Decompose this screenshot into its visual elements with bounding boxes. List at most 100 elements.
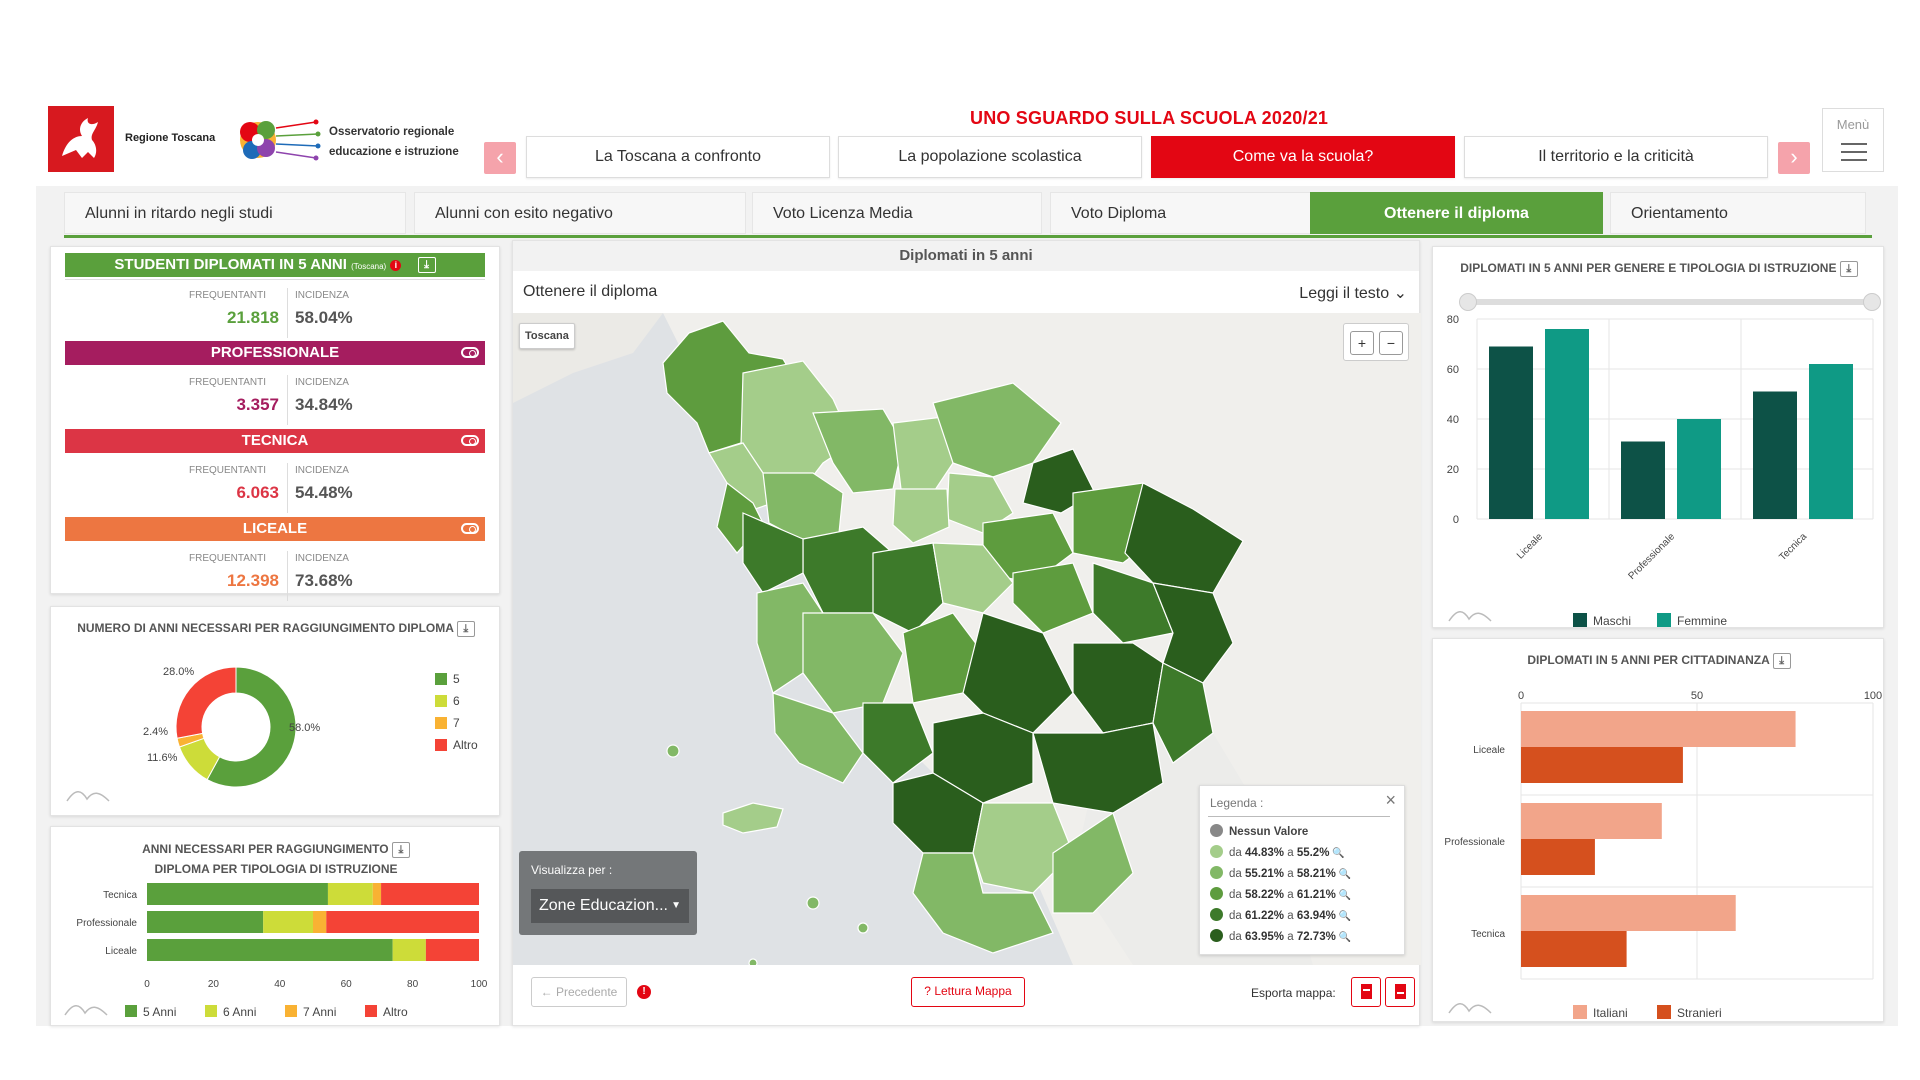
x-tick-label: 0 bbox=[1518, 690, 1524, 702]
download-icon[interactable]: ⤓ bbox=[1772, 653, 1791, 669]
category-name: LICEALE bbox=[242, 520, 308, 537]
bar-maschi bbox=[1753, 391, 1797, 519]
menu-button[interactable]: Menù bbox=[1822, 108, 1884, 172]
subtab-voto-licenza-media[interactable]: Voto Licenza Media bbox=[752, 192, 1042, 234]
hamburger-icon-line bbox=[1841, 151, 1867, 153]
legend-label: 63.95% bbox=[1245, 931, 1285, 943]
range-slider-handle-left[interactable] bbox=[1459, 293, 1477, 311]
magnifier-icon[interactable]: 🔍 bbox=[1335, 869, 1352, 880]
legend-label[interactable]: 7 bbox=[453, 716, 460, 730]
magnifier-icon[interactable]: 🔍 bbox=[1335, 911, 1352, 922]
legend-swatch[interactable] bbox=[435, 739, 447, 751]
y-tick-label: 40 bbox=[1447, 414, 1459, 426]
map-legend: Legenda : × Nessun Valore da 44.83% a 55.… bbox=[1199, 785, 1405, 955]
legend-row[interactable]: da 58.22% a 61.21% 🔍 bbox=[1210, 887, 1351, 901]
subtab-esito-negativo[interactable]: Alunni con esito negativo bbox=[414, 192, 746, 234]
read-text-toggle[interactable]: Leggi il testo ⌄ bbox=[1299, 283, 1407, 303]
map-subtitle: Ottenere il diploma bbox=[523, 283, 658, 300]
export-svg-button[interactable] bbox=[1385, 977, 1415, 1007]
hamburger-icon bbox=[1841, 143, 1867, 145]
export-pdf-button[interactable] bbox=[1351, 977, 1381, 1007]
x-tick-label: Tecnica bbox=[1777, 531, 1809, 563]
legend-swatch[interactable] bbox=[435, 673, 447, 685]
stacked-bar-segment bbox=[147, 883, 328, 905]
zoom-out-button[interactable]: − bbox=[1379, 331, 1403, 355]
subtab-underline bbox=[64, 235, 1872, 238]
freq-label: FREQUENTANTI bbox=[189, 553, 267, 564]
subtab-voto-diploma[interactable]: Voto Diploma bbox=[1050, 192, 1340, 234]
legend-row[interactable]: Nessun Valore bbox=[1210, 824, 1308, 838]
professionale-freq: 3.357 bbox=[236, 395, 279, 414]
magnifier-icon[interactable]: 🔍 bbox=[1329, 848, 1345, 859]
download-icon[interactable]: ⤓ bbox=[1839, 261, 1858, 277]
prev-section-button[interactable]: ‹ bbox=[484, 142, 516, 174]
donut-slice-Altro bbox=[175, 666, 237, 739]
legend-swatch[interactable] bbox=[435, 717, 447, 729]
legend-row[interactable]: da 44.83% a 55.2% 🔍 bbox=[1210, 845, 1345, 859]
legend-row[interactable]: da 63.95% a 72.73% 🔍 bbox=[1210, 929, 1351, 943]
total-stats: FREQUENTANTI INCIDENZA 21.818 58.04% bbox=[65, 279, 485, 349]
legend-divider bbox=[1208, 816, 1390, 817]
subtab-ritardo-studi[interactable]: Alunni in ritardo negli studi bbox=[64, 192, 406, 234]
zone-elba bbox=[722, 802, 784, 834]
close-icon[interactable]: × bbox=[1385, 790, 1396, 810]
toggle-icon[interactable] bbox=[461, 347, 479, 358]
range-slider-track[interactable] bbox=[1469, 299, 1875, 305]
download-icon[interactable]: ⤓ bbox=[417, 257, 436, 274]
zoom-in-button[interactable]: + bbox=[1350, 331, 1374, 355]
read-text-label: Leggi il testo bbox=[1299, 285, 1390, 302]
tab-come-va-la-scuola[interactable]: Come va la scuola? bbox=[1151, 136, 1455, 178]
map-panel: Diplomati in 5 anni Ottenere il diploma … bbox=[512, 240, 1421, 1026]
magnifier-icon[interactable]: 🔍 bbox=[1335, 890, 1352, 901]
prev-button[interactable]: ← Precedente bbox=[531, 977, 627, 1007]
zone-pistoiese bbox=[892, 416, 954, 494]
toggle-icon[interactable] bbox=[461, 435, 479, 446]
tab-toscana-a-confronto[interactable]: La Toscana a confronto bbox=[526, 136, 830, 178]
zone-valdera bbox=[872, 542, 944, 634]
next-section-button[interactable]: › bbox=[1778, 142, 1810, 174]
category-label: Tecnica bbox=[103, 890, 137, 901]
legend-label: 7 Anni bbox=[303, 1005, 336, 1019]
legend-label[interactable]: Altro bbox=[453, 738, 478, 752]
citizenship-title-text: DIPLOMATI IN 5 ANNI PER CITTADINANZA bbox=[1527, 653, 1770, 668]
stacked-bar-segment bbox=[392, 939, 426, 961]
range-slider-handle-right[interactable] bbox=[1863, 293, 1881, 311]
tab-popolazione-scolastica[interactable]: La popolazione scolastica bbox=[838, 136, 1142, 178]
legend-dot bbox=[1210, 929, 1223, 942]
magnifier-icon[interactable]: 🔍 bbox=[1335, 932, 1352, 943]
visualize-select[interactable]: Zone Educazion... ▼ bbox=[531, 889, 689, 923]
x-tick-label: 60 bbox=[341, 979, 353, 990]
stacked-bar-segment bbox=[425, 939, 479, 961]
tecnica-inc: 54.48% bbox=[295, 483, 353, 502]
toggle-icon[interactable] bbox=[461, 523, 479, 534]
info-icon[interactable]: i bbox=[390, 260, 402, 271]
legend-label[interactable]: 5 bbox=[453, 672, 460, 686]
zone-val-nievole bbox=[812, 408, 904, 494]
menu-label: Menù bbox=[1836, 117, 1870, 132]
freq-label: FREQUENTANTI bbox=[189, 465, 267, 476]
legend-label: a bbox=[1284, 889, 1297, 901]
map-canvas[interactable]: Toscana + − Legenda : × Nessun Valore da … bbox=[513, 313, 1421, 965]
donut-chart: 58.0% 11.6% 2.4% 28.0% bbox=[143, 666, 320, 788]
subtab-orientamento[interactable]: Orientamento bbox=[1610, 192, 1866, 234]
tab-territorio-criticita[interactable]: Il territorio e la criticità bbox=[1464, 136, 1768, 178]
category-label: Liceale bbox=[105, 946, 137, 957]
legend-label: a bbox=[1284, 868, 1297, 880]
stacked-bar-segment bbox=[372, 883, 382, 905]
read-map-button[interactable]: ? Lettura Mappa bbox=[911, 977, 1025, 1007]
info-icon[interactable]: ! bbox=[637, 985, 651, 999]
legend-row[interactable]: da 61.22% a 63.94% 🔍 bbox=[1210, 908, 1351, 922]
legend-label: 6 Anni bbox=[223, 1005, 256, 1019]
stacked-title-line1: ANNI NECESSARI PER RAGGIUNGIMENTO bbox=[142, 842, 389, 856]
stacked-bar-segment bbox=[147, 911, 264, 933]
header: Regione Toscana Osservatorio regionale e… bbox=[36, 104, 1896, 184]
legend-label[interactable]: 6 bbox=[453, 694, 460, 708]
subtab-ottenere-diploma[interactable]: Ottenere il diploma bbox=[1310, 192, 1603, 234]
inc-label: INCIDENZA bbox=[295, 377, 349, 388]
download-icon[interactable]: ⤓ bbox=[456, 621, 475, 637]
download-icon[interactable]: ⤓ bbox=[391, 841, 410, 858]
legend-swatch[interactable] bbox=[435, 695, 447, 707]
stacked-bar-segment bbox=[313, 911, 327, 933]
legend-swatch bbox=[285, 1005, 297, 1017]
legend-row[interactable]: da 55.21% a 58.21% 🔍 bbox=[1210, 866, 1351, 880]
